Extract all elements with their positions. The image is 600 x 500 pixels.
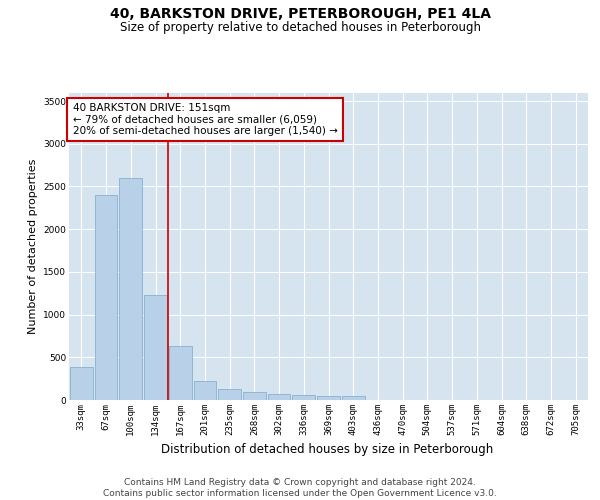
- Bar: [95, 195, 118, 400]
- Bar: [70, 366, 93, 400]
- Text: 40, BARKSTON DRIVE, PETERBOROUGH, PE1 4LA: 40, BARKSTON DRIVE, PETERBOROUGH, PE1 4L…: [110, 8, 491, 22]
- Bar: [218, 389, 241, 400]
- Text: 40 BARKSTON DRIVE: 151sqm
← 79% of detached houses are smaller (6,059)
20% of se: 40 BARKSTON DRIVE: 151sqm ← 79% of detac…: [73, 103, 338, 136]
- Bar: [194, 381, 216, 400]
- Bar: [144, 295, 167, 400]
- Bar: [119, 178, 142, 400]
- Bar: [243, 392, 266, 400]
- Bar: [268, 394, 290, 400]
- Text: Size of property relative to detached houses in Peterborough: Size of property relative to detached ho…: [119, 21, 481, 34]
- Y-axis label: Number of detached properties: Number of detached properties: [28, 158, 38, 334]
- Bar: [317, 396, 340, 400]
- Text: Contains HM Land Registry data © Crown copyright and database right 2024.
Contai: Contains HM Land Registry data © Crown c…: [103, 478, 497, 498]
- Text: Distribution of detached houses by size in Peterborough: Distribution of detached houses by size …: [161, 442, 493, 456]
- Bar: [292, 396, 315, 400]
- Bar: [342, 396, 365, 400]
- Bar: [169, 346, 191, 400]
